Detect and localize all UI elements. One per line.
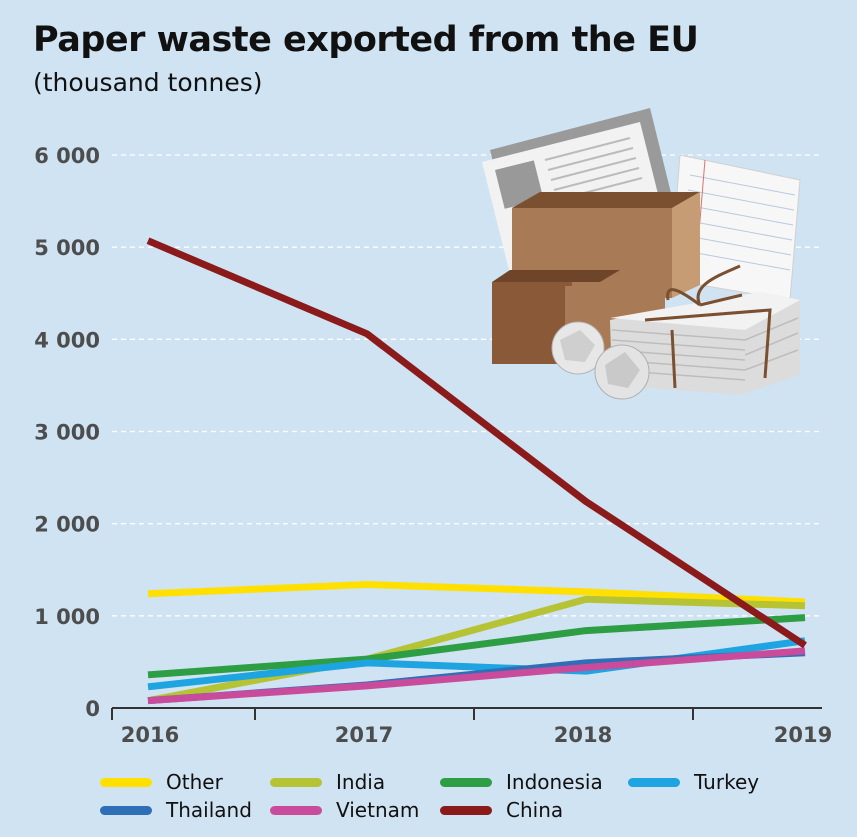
legend-swatch [100, 777, 152, 787]
gridlines [112, 154, 822, 617]
legend-swatch [440, 805, 492, 815]
legend-label: Vietnam [336, 798, 420, 822]
legend-swatch [270, 805, 322, 815]
legend-label: India [336, 770, 386, 794]
series-line-other [147, 580, 806, 606]
y-tick-label: 0 [85, 697, 100, 721]
legend-item-indonesia: Indonesia [440, 768, 603, 796]
x-axis: 2016 2017 2018 2019 [111, 707, 832, 747]
legend-label: Other [166, 770, 223, 794]
legend-item-vietnam: Vietnam [270, 796, 419, 824]
legend-label: Turkey [694, 770, 760, 794]
x-tick-label: 2018 [554, 723, 612, 747]
legend-item-thailand: Thailand [100, 796, 252, 824]
y-axis-tick-labels: 0 1 000 2 000 3 000 4 000 5 000 6 000 [34, 144, 100, 721]
x-tick-label: 2019 [774, 723, 832, 747]
y-tick-label: 6 000 [34, 144, 100, 168]
legend-label: Thailand [166, 798, 252, 822]
y-tick-label: 1 000 [34, 605, 100, 629]
paper-waste-illustration [482, 108, 801, 400]
series-line-china [146, 237, 807, 649]
y-tick-label: 4 000 [34, 328, 100, 352]
series-line-vietnam [147, 647, 806, 705]
line-chart: 0 1 000 2 000 3 000 4 000 5 000 6 000 2016 2017… [34, 108, 832, 747]
legend-swatch [270, 777, 322, 787]
series-line-indonesia [147, 614, 806, 679]
x-tick-label: 2017 [335, 723, 393, 747]
legend-item-other: Other [100, 768, 223, 796]
legend-label: China [506, 798, 564, 822]
legend-swatch [100, 805, 152, 815]
series-lines [146, 237, 807, 705]
y-tick-label: 5 000 [34, 236, 100, 260]
legend-label: Indonesia [506, 770, 603, 794]
legend-item-china: China [440, 796, 563, 824]
legend-swatch [440, 777, 492, 787]
y-tick-label: 3 000 [34, 421, 100, 445]
x-tick-label: 2016 [121, 723, 179, 747]
chart-subtitle: (thousand tonnes) [33, 68, 263, 97]
chart-title: Paper waste exported from the EU [33, 20, 699, 60]
y-tick-label: 2 000 [34, 513, 100, 537]
legend-item-india: India [270, 768, 385, 796]
legend-swatch [628, 777, 680, 787]
legend-item-turkey: Turkey [628, 768, 759, 796]
series-line-india [147, 595, 806, 705]
